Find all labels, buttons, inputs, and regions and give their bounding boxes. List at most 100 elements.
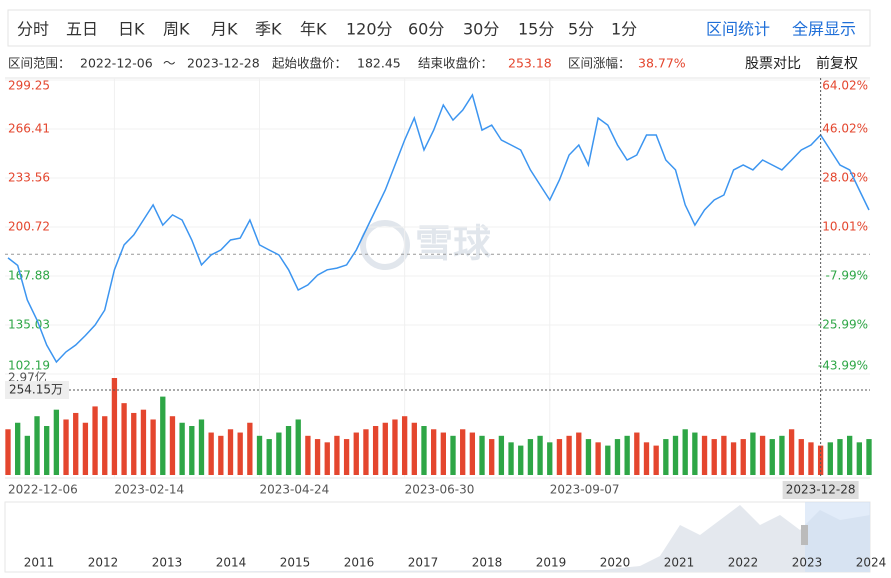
toolbar-tab[interactable]: 1分: [611, 20, 637, 39]
y2-tick-label: -25.99%: [818, 318, 868, 332]
compare-button[interactable]: 股票对比: [745, 56, 801, 72]
volume-bar: [663, 439, 669, 475]
volume-bar: [218, 435, 224, 475]
navigator-year: 2017: [408, 556, 439, 570]
toolbar-tab[interactable]: 60分: [408, 20, 444, 39]
volume-bar: [866, 439, 872, 475]
volume-bar: [556, 439, 563, 475]
y2-tick-label: 64.02%: [822, 79, 868, 93]
toolbar-tab[interactable]: 季K: [255, 20, 282, 39]
volume-bar: [198, 419, 205, 475]
volume-bar: [518, 445, 524, 475]
toolbar-tab[interactable]: 15分: [518, 20, 554, 39]
y2-tick-label: -43.99%: [818, 359, 868, 373]
volume-bar: [547, 442, 553, 475]
volume-bar: [334, 435, 340, 475]
navigator-year: 2012: [88, 556, 119, 570]
adjust-button[interactable]: 前复权: [816, 55, 858, 72]
volume-bar: [121, 403, 127, 475]
toolbar: [7, 9, 871, 47]
volume-bar: [508, 442, 514, 475]
y-tick-label: 135.03: [8, 318, 50, 332]
volume-bar: [73, 412, 79, 475]
volume-bar: [682, 429, 688, 475]
volume-bar: [305, 435, 311, 475]
y-tick-label: 299.25: [8, 79, 50, 93]
volume-bar: [605, 445, 611, 475]
crosshair-date-box: [782, 481, 859, 499]
toolbar-tab[interactable]: 日K: [118, 20, 145, 39]
volume-bar: [140, 409, 147, 475]
x-tick-label: 2023-06-30: [405, 483, 475, 497]
toolbar-tab[interactable]: 30分: [463, 20, 499, 39]
volume-bar: [759, 435, 766, 475]
volume-bar: [34, 416, 40, 475]
volume-bar: [489, 439, 495, 475]
volume-bar: [740, 439, 746, 475]
navigator-handle[interactable]: [801, 525, 808, 545]
navigator-year: 2020: [600, 556, 631, 570]
y2-tick-label: 46.02%: [822, 121, 868, 135]
crosshair-date-label: 2023-12-28: [786, 483, 856, 497]
volume-bar: [527, 439, 534, 475]
volume-bar: [576, 432, 582, 475]
volume-tick-label: 2.97亿: [8, 370, 47, 385]
start-close: 182.45: [357, 56, 401, 71]
volume-bar: [653, 445, 659, 475]
volume-bar: [817, 445, 824, 475]
volume-bar: [372, 426, 379, 475]
volume-bar: [24, 435, 31, 475]
navigator-year: 2021: [664, 556, 695, 570]
volume-bar: [256, 435, 263, 475]
volume-bar: [614, 439, 621, 475]
y2-tick-label: 28.02%: [822, 170, 868, 184]
volume-bar: [353, 432, 359, 475]
volume-bar: [711, 439, 717, 475]
volume-bar: [363, 429, 369, 475]
volume-bar: [537, 435, 543, 475]
volume-bar: [837, 439, 843, 475]
toolbar-action[interactable]: 区间统计: [706, 20, 770, 39]
volume-bar: [750, 432, 756, 475]
toolbar-tab[interactable]: 分时: [17, 20, 49, 39]
volume-bar: [189, 426, 195, 475]
volume-bar: [421, 426, 427, 475]
volume-bar: [479, 435, 485, 475]
toolbar-action[interactable]: 全屏显示: [792, 20, 856, 39]
volume-bar: [314, 439, 321, 475]
volume-bar: [53, 409, 60, 475]
toolbar-tab[interactable]: 月K: [211, 20, 238, 39]
crosshair-volume-label: 254.15万: [9, 383, 63, 397]
volume-bar: [276, 432, 282, 475]
volume-bar: [160, 396, 166, 475]
volume-bar: [769, 439, 775, 475]
toolbar-tab[interactable]: 5分: [568, 20, 594, 39]
y-tick-label: 200.72: [8, 220, 50, 234]
volume-bar: [266, 439, 272, 475]
toolbar-tab[interactable]: 120分: [346, 20, 393, 39]
y-tick-label: 233.56: [8, 171, 50, 185]
volume-bar: [131, 412, 137, 475]
x-tick-label: 2023-09-07: [550, 483, 620, 497]
volume-bar: [634, 432, 640, 475]
volume-bar: [798, 439, 804, 475]
volume-bar: [324, 442, 330, 475]
volume-bar: [856, 442, 862, 475]
toolbar-tab[interactable]: 年K: [300, 20, 327, 39]
y-tick-label: 102.19: [8, 359, 50, 373]
navigator-selection[interactable]: [805, 502, 870, 572]
start-date: 2022-12-06: [80, 56, 153, 71]
volume-bar: [624, 435, 630, 475]
volume-bar: [450, 435, 456, 475]
volume-bar: [440, 432, 446, 475]
toolbar-tab[interactable]: 五日: [66, 20, 98, 39]
navigator-year: 2015: [280, 556, 311, 570]
crosshair-volume-box: [5, 381, 69, 399]
navigator-year: 2016: [344, 556, 375, 570]
toolbar-tab[interactable]: 周K: [163, 20, 190, 39]
volume-bar: [150, 419, 156, 475]
volume-bar: [566, 435, 572, 475]
volume-bar: [730, 442, 737, 475]
separator: ～: [163, 56, 176, 71]
